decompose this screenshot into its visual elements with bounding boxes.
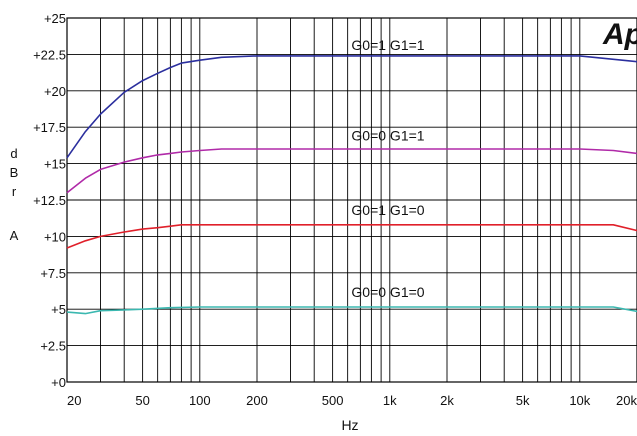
grid	[66, 17, 637, 383]
y-tick-label: +20	[44, 84, 66, 99]
series-label: G0=1 G1=1	[351, 37, 424, 53]
x-tick-label: 200	[246, 393, 268, 408]
series-line	[66, 148, 637, 194]
y-tick-label: +0	[51, 375, 66, 390]
x-axis-label: Hz	[341, 417, 358, 433]
x-tick-label: 20	[67, 393, 81, 408]
x-tick-label: 100	[189, 393, 211, 408]
y-tick-label: +5	[51, 302, 66, 317]
series-line	[66, 224, 637, 249]
y-tick-label: +12.5	[33, 193, 66, 208]
x-tick-label: 50	[135, 393, 149, 408]
x-tick-label: 1k	[383, 393, 397, 408]
series-label: G0=1 G1=0	[351, 202, 424, 218]
series-label: G0=0 G1=0	[351, 284, 424, 300]
series-line	[66, 306, 637, 315]
y-tick-label: +22.5	[33, 47, 66, 62]
y-tick-label: +2.5	[40, 339, 66, 354]
plot-frame	[66, 17, 637, 383]
y-tick-label: +25	[44, 11, 66, 26]
y-tick-labels: +0 +2.5 +5 +7.5 +10 +12.5 +15 +17.5 +20 +22.5 +25	[33, 11, 66, 390]
x-tick-labels: 20 50 100 200 500 1k 2k 5k 10k 20k	[67, 393, 637, 408]
y-axis-label-letter: A	[10, 228, 19, 243]
series-group	[66, 55, 637, 315]
x-tick-label: 2k	[440, 393, 454, 408]
y-axis-label-letter: d	[10, 146, 17, 161]
x-tick-label: 20k	[616, 393, 637, 408]
x-tick-label: 500	[322, 393, 344, 408]
x-tick-label: 5k	[516, 393, 530, 408]
y-axis-label-letter: r	[12, 184, 17, 199]
y-axis-label-letter: B	[10, 165, 19, 180]
y-tick-label: +10	[44, 229, 66, 244]
series-labels: G0=1 G1=1 G0=0 G1=1 G0=1 G1=0 G0=0 G1=0	[351, 37, 424, 300]
y-axis-label: dBr A	[10, 146, 19, 243]
series-label: G0=0 G1=1	[351, 127, 424, 143]
y-tick-label: +7.5	[40, 266, 66, 281]
y-tick-label: +17.5	[33, 120, 66, 135]
y-tick-label: +15	[44, 157, 66, 172]
logo: Ap	[602, 18, 637, 51]
x-tick-label: 10k	[569, 393, 590, 408]
series-line	[66, 55, 637, 159]
